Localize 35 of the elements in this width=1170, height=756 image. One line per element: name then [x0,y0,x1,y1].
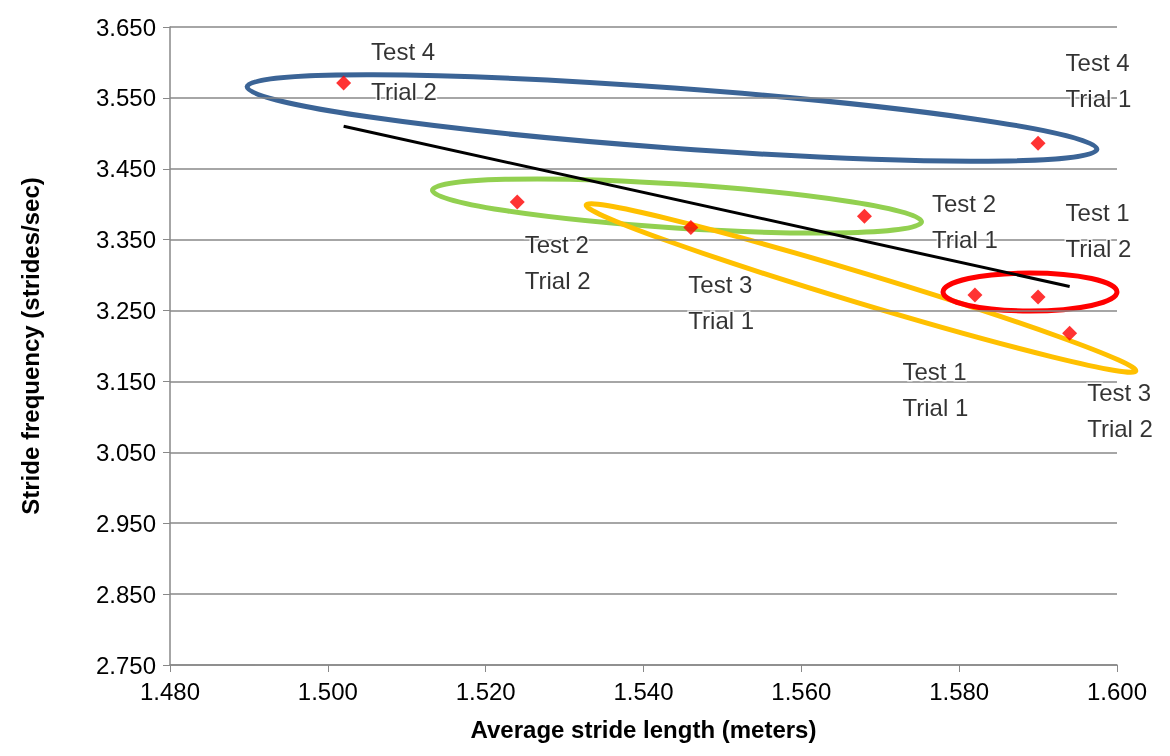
x-axis-title: Average stride length (meters) [470,715,817,743]
point [967,287,983,303]
y-tick-label: 3.150 [95,367,156,395]
y-tick-label: 3.550 [95,84,156,112]
y-tick-label: 2.850 [95,580,156,608]
annotation: Test 3 Trial 2 [1087,378,1153,442]
annotation: Test 1 Trial 1 [902,358,969,422]
x-tick-label: 1.500 [297,677,358,705]
point [1062,325,1078,341]
annotation: Test 1 Trial 2 [1065,198,1132,262]
y-tick-label: 3.650 [95,13,156,41]
annotation: Test 2 Trial 1 [931,189,998,253]
x-tick-label: 1.580 [929,677,990,705]
x-tick-label: 1.520 [455,677,516,705]
y-tick-label: 2.750 [95,651,156,679]
point [509,194,525,210]
annotation: Test 4 Trial 1 [1065,48,1132,112]
x-tick-label: 1.540 [613,677,674,705]
x-tick-label: 1.560 [771,677,832,705]
y-tick-label: 3.450 [95,155,156,183]
y-axis-title: Stride frequency (strides/sec) [16,177,44,515]
y-tick-label: 2.950 [95,509,156,537]
point [1030,135,1046,151]
y-tick-label: 3.350 [95,226,156,254]
point [856,208,872,224]
x-tick-label: 1.600 [1086,677,1148,705]
x-tick-label: 1.480 [139,677,201,705]
point [336,75,352,91]
y-tick-label: 3.050 [95,438,156,466]
annotation: Test 2 Trial 2 [524,230,591,294]
y-tick-label: 3.250 [95,297,156,325]
point [683,220,699,236]
point [1030,289,1046,305]
annotation: Test 3 Trial 1 [688,271,755,335]
annotation: Test 4 Trial 2 [371,37,437,105]
